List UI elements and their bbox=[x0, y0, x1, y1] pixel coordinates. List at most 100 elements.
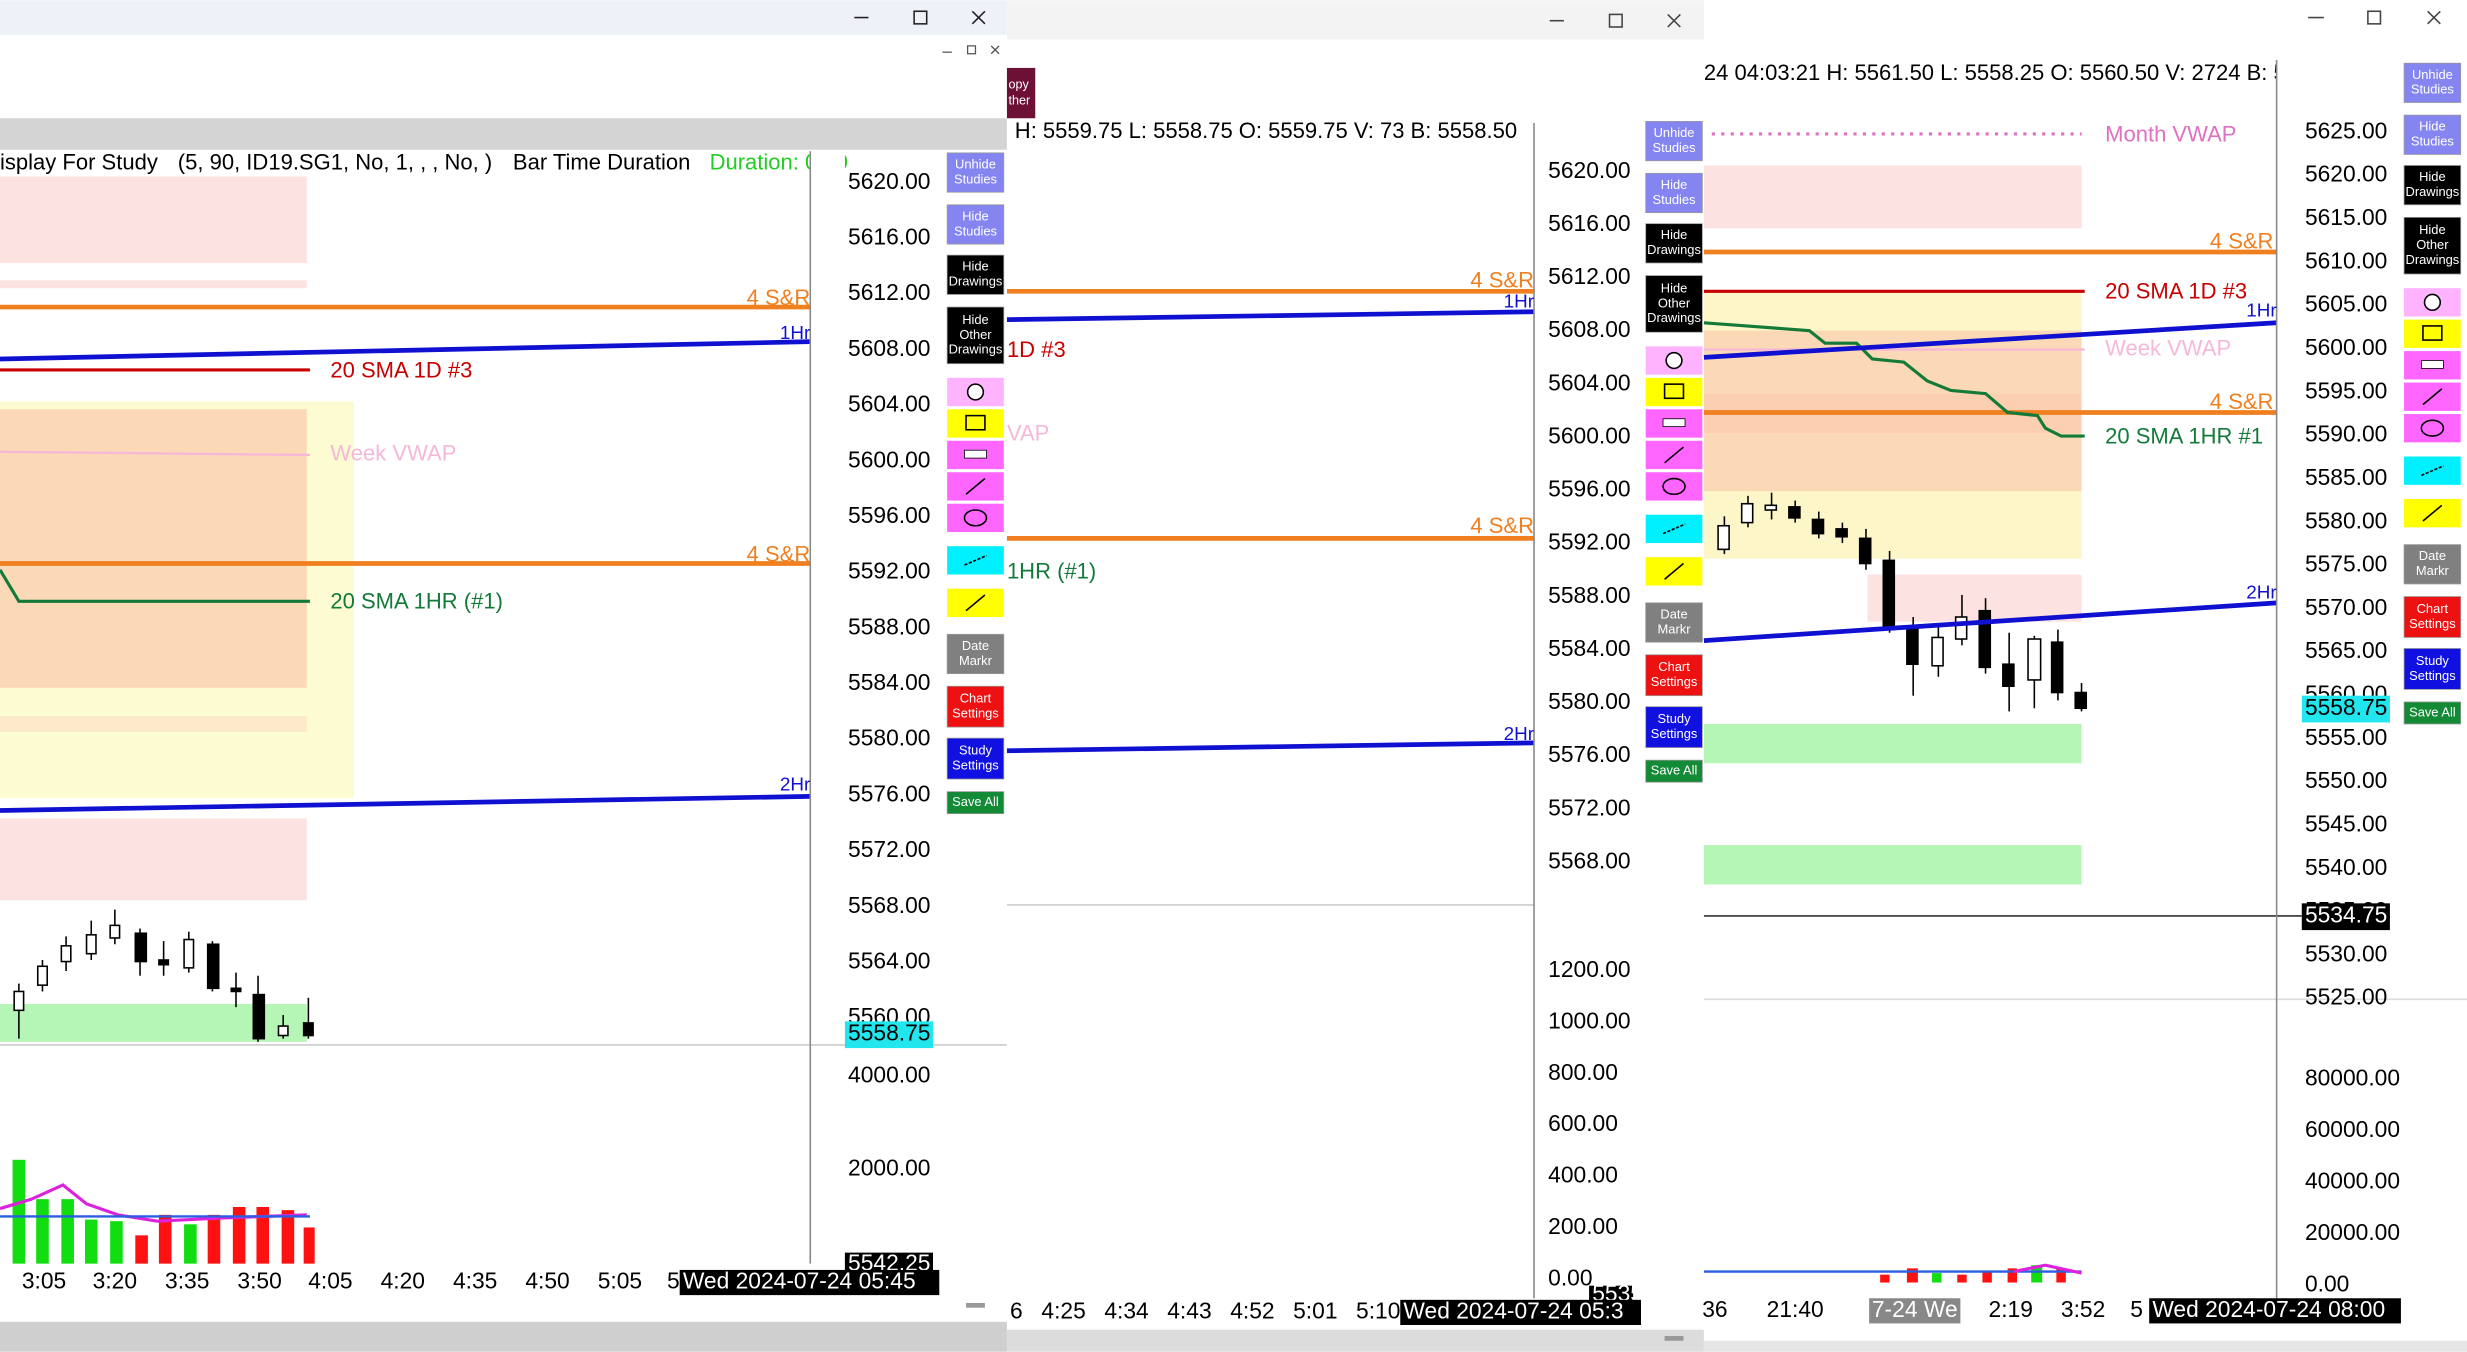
toolbar-button-text: Studies bbox=[2411, 82, 2454, 97]
toolbar-button-text: Studies bbox=[1653, 140, 1696, 155]
drawing-label: Week VWAP bbox=[330, 441, 456, 466]
tool-icon[interactable] bbox=[1645, 377, 1703, 407]
date-stamp: Wed 2024-07-24 05:3 bbox=[1403, 1297, 1623, 1323]
toolbar-button[interactable] bbox=[946, 204, 1005, 245]
toolbar-button[interactable] bbox=[2403, 648, 2462, 690]
toolbar-button-text: Settings bbox=[2409, 668, 2456, 683]
ray-icon bbox=[2422, 504, 2443, 522]
toolbar-button[interactable] bbox=[1645, 223, 1703, 264]
date-stamp: Wed 2024-07-24 05:45 bbox=[683, 1268, 916, 1294]
hand-icon bbox=[1665, 351, 1683, 370]
toolbar-button[interactable] bbox=[1645, 759, 1703, 783]
window-controls[interactable] bbox=[2308, 10, 2441, 25]
toolbar-button[interactable] bbox=[2403, 544, 2462, 585]
price-tick-label: 5600.00 bbox=[1548, 422, 1630, 448]
toolbar-button-text: Save All bbox=[1651, 763, 1698, 778]
toolbar-button-text: Other bbox=[959, 327, 992, 342]
volume-tick-label: 200.00 bbox=[1548, 1213, 1618, 1239]
tool-icon[interactable] bbox=[2404, 319, 2461, 348]
drawing-label: Week VWAP bbox=[2105, 335, 2231, 360]
time-tick-label: 4:34 bbox=[1104, 1297, 1149, 1323]
date-stamp-box bbox=[2149, 1298, 2401, 1324]
date-stamp-box bbox=[1400, 1299, 1641, 1326]
toolbar-button-text: Hide bbox=[2419, 169, 2446, 184]
copy-button[interactable] bbox=[1006, 67, 1036, 119]
time-tick-label: 3:50 bbox=[237, 1268, 281, 1294]
candles bbox=[1717, 492, 2088, 712]
toolbar-button-text: Date bbox=[1660, 606, 1687, 621]
price-tick-label: 5605.00 bbox=[2305, 291, 2387, 317]
price-tick-label: 5580.00 bbox=[2305, 507, 2387, 533]
toolbar-button-text: Drawings bbox=[1647, 310, 1701, 325]
drawing-label: 1Hr bbox=[780, 323, 810, 344]
toolbar-button-text: Hide bbox=[1661, 227, 1688, 242]
toolbar-button-text: Chart bbox=[960, 691, 992, 706]
volume-tick-label: 40000.00 bbox=[2305, 1168, 2400, 1194]
toolbar-button[interactable] bbox=[1645, 172, 1703, 214]
window-controls[interactable] bbox=[854, 10, 986, 25]
toolbar-button[interactable] bbox=[946, 685, 1005, 728]
toolbar-button[interactable] bbox=[1645, 602, 1703, 643]
tool-icon[interactable] bbox=[2404, 414, 2461, 443]
price-tick-label: 5530.00 bbox=[2305, 940, 2387, 966]
drawing-label: 20 SMA 1HR #1 bbox=[2105, 423, 2263, 448]
ray-icon bbox=[1664, 562, 1684, 580]
toolbar-button[interactable] bbox=[946, 306, 1005, 365]
toolbar-button[interactable] bbox=[1645, 706, 1703, 748]
toolbar-button[interactable] bbox=[1645, 654, 1703, 697]
time-tick-label: 3:05 bbox=[22, 1268, 66, 1294]
drawing-label: 4 S&R bbox=[2210, 228, 2274, 253]
price-tick-label: 5620.00 bbox=[1548, 157, 1630, 183]
price-tick-label: 5592.00 bbox=[848, 558, 930, 584]
hand-icon bbox=[2423, 293, 2442, 311]
price-tick-label: 5584.00 bbox=[1548, 635, 1630, 661]
toolbar-button[interactable] bbox=[2403, 216, 2462, 275]
rect-icon bbox=[1662, 418, 1686, 428]
toolbar-button[interactable] bbox=[946, 633, 1005, 675]
volume-tick-label: 2000.00 bbox=[848, 1154, 930, 1180]
price-tick-label: 5612.00 bbox=[848, 279, 930, 305]
volume-tick-label: 4000.00 bbox=[848, 1061, 930, 1087]
toolbar-button[interactable] bbox=[946, 791, 1005, 815]
toolbar-button-text: Hide bbox=[2419, 119, 2446, 134]
window-controls[interactable] bbox=[1549, 13, 1681, 28]
tool-icon[interactable] bbox=[1645, 472, 1703, 501]
tool-icon[interactable] bbox=[947, 503, 1004, 533]
toolbar-button[interactable] bbox=[2403, 114, 2462, 155]
toolbar-button[interactable] bbox=[946, 737, 1005, 780]
toolbar-button[interactable] bbox=[1645, 121, 1703, 162]
toolbar-button[interactable] bbox=[2403, 62, 2462, 103]
price-tick-label: 5620.00 bbox=[848, 168, 930, 194]
price-tick-label: 5572.00 bbox=[848, 836, 930, 862]
price-tick-label: 5540.00 bbox=[2305, 854, 2387, 880]
time-tick-label: 4:52 bbox=[1230, 1297, 1274, 1323]
hand-icon bbox=[966, 383, 985, 401]
toolbar-button[interactable] bbox=[2403, 596, 2462, 638]
toolbar-button[interactable] bbox=[946, 152, 1005, 193]
volume-bars bbox=[1703, 1263, 2082, 1283]
toolbar-button[interactable] bbox=[2403, 701, 2462, 725]
last-price-box bbox=[844, 1021, 933, 1049]
toolbar-button[interactable] bbox=[946, 254, 1005, 295]
toolbar-button-text: Date bbox=[2419, 548, 2446, 563]
volume-bars bbox=[0, 1159, 315, 1264]
price-tick-label: 5570.00 bbox=[2305, 594, 2387, 620]
ellipse-icon bbox=[1662, 477, 1686, 496]
toolbar-button-text: Drawings bbox=[949, 342, 1003, 357]
time-tick-label: 7-24 We bbox=[1872, 1296, 1958, 1322]
header-params: (5, 90, ID19.SG1, No, 1, , , No, ) bbox=[178, 150, 492, 175]
price-tick-label: 5590.00 bbox=[2305, 421, 2387, 447]
volume-tick-label: 1000.00 bbox=[1548, 1007, 1630, 1033]
time-tick-label: 6 bbox=[1010, 1297, 1023, 1323]
toolbar-button-text: Studies bbox=[954, 171, 997, 186]
price-tick-label: 5564.00 bbox=[848, 948, 930, 974]
toolbar-button-text: Other bbox=[1658, 295, 1691, 310]
toolbar-button[interactable] bbox=[1645, 275, 1703, 333]
tool-icon[interactable] bbox=[947, 409, 1004, 438]
date-stamp-box bbox=[679, 1269, 940, 1296]
price-tick-label: 5608.00 bbox=[848, 335, 930, 361]
toolbar-button[interactable] bbox=[2403, 165, 2462, 206]
price-tick-label: 5565.00 bbox=[2305, 637, 2387, 663]
volume-tick-label: 20000.00 bbox=[2305, 1219, 2400, 1245]
time-highlight bbox=[1869, 1298, 1961, 1324]
